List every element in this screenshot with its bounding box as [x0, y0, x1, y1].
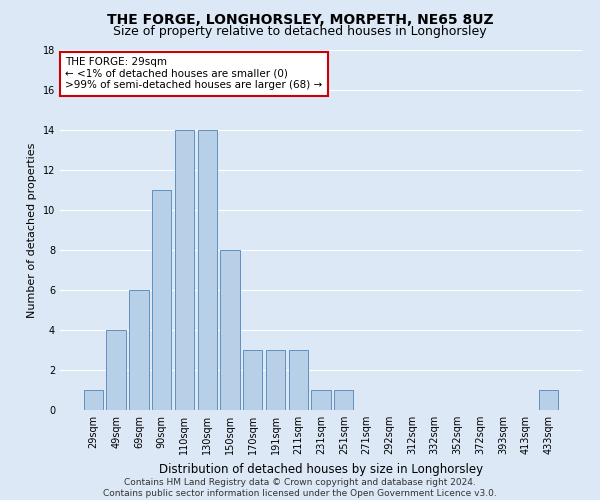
- Y-axis label: Number of detached properties: Number of detached properties: [27, 142, 37, 318]
- Bar: [152, 190, 172, 410]
- Bar: [197, 130, 217, 410]
- Bar: [243, 350, 262, 410]
- Bar: [106, 330, 126, 410]
- Text: THE FORGE, LONGHORSLEY, MORPETH, NE65 8UZ: THE FORGE, LONGHORSLEY, MORPETH, NE65 8U…: [107, 12, 493, 26]
- Bar: [129, 290, 149, 410]
- Text: THE FORGE: 29sqm
← <1% of detached houses are smaller (0)
>99% of semi-detached : THE FORGE: 29sqm ← <1% of detached house…: [65, 57, 322, 90]
- Bar: [220, 250, 239, 410]
- Bar: [539, 390, 558, 410]
- Bar: [84, 390, 103, 410]
- Text: Size of property relative to detached houses in Longhorsley: Size of property relative to detached ho…: [113, 25, 487, 38]
- X-axis label: Distribution of detached houses by size in Longhorsley: Distribution of detached houses by size …: [159, 462, 483, 475]
- Text: Contains HM Land Registry data © Crown copyright and database right 2024.
Contai: Contains HM Land Registry data © Crown c…: [103, 478, 497, 498]
- Bar: [266, 350, 285, 410]
- Bar: [311, 390, 331, 410]
- Bar: [289, 350, 308, 410]
- Bar: [334, 390, 353, 410]
- Bar: [175, 130, 194, 410]
